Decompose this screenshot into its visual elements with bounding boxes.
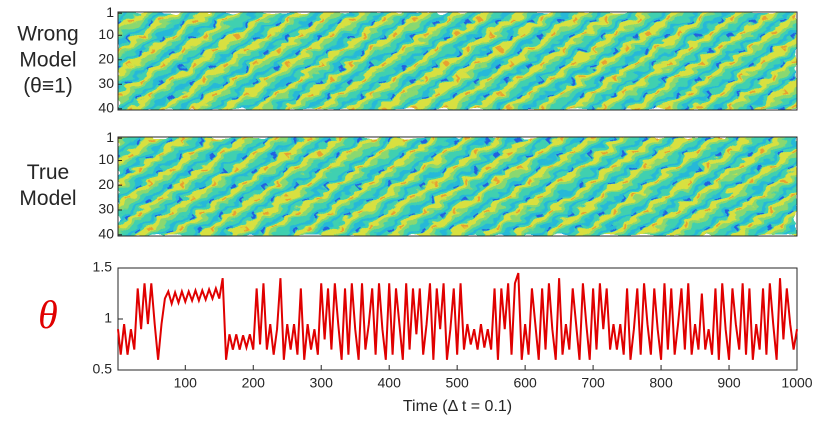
x-tick-label: 1000 <box>781 375 812 391</box>
heatmap-image <box>118 137 797 236</box>
panel-label: True <box>27 161 69 184</box>
panels: 1 10 20 30 40 Wrong Model (θ≡1) 1 10 20 30 40 True Mod… <box>17 4 813 415</box>
y-tick-label: 40 <box>98 99 114 115</box>
x-tick-label: 400 <box>378 375 402 391</box>
y-tick-label: 10 <box>98 151 114 167</box>
x-tick-label: 700 <box>581 375 605 391</box>
x-tick-label: 300 <box>310 375 334 391</box>
x-axis-label: Time (Δ t = 0.1) <box>403 398 512 415</box>
heatmap-image <box>118 12 797 110</box>
y-tick-label: 1 <box>106 4 114 20</box>
y-tick-label: 1 <box>106 129 114 145</box>
y-tick-label: 30 <box>98 75 114 91</box>
theta-line <box>117 272 798 360</box>
x-tick-label: 100 <box>174 375 198 391</box>
panel-label: (θ≡1) <box>23 75 73 98</box>
y-tick-label: 20 <box>98 176 114 192</box>
x-tick-label: 200 <box>242 375 266 391</box>
y-tick-label: 1.5 <box>93 259 113 275</box>
y-tick-label: 40 <box>98 225 114 241</box>
y-tick-label: 1 <box>104 310 112 326</box>
y-axis-label: θ <box>38 292 58 337</box>
axes-box <box>117 136 798 237</box>
axes-box <box>117 11 798 111</box>
x-tick-label: 800 <box>649 375 673 391</box>
y-tick-label: 20 <box>98 50 114 66</box>
panel-label: Wrong <box>17 23 78 46</box>
panel-label: Model <box>19 49 76 72</box>
y-tick-label: 0.5 <box>93 361 113 377</box>
x-tick-label: 600 <box>513 375 537 391</box>
panel-label: Model <box>19 187 76 210</box>
x-tick-label: 500 <box>445 375 469 391</box>
y-tick-label: 10 <box>98 26 114 42</box>
x-tick-label: 900 <box>717 375 741 391</box>
y-tick-label: 30 <box>98 201 114 217</box>
